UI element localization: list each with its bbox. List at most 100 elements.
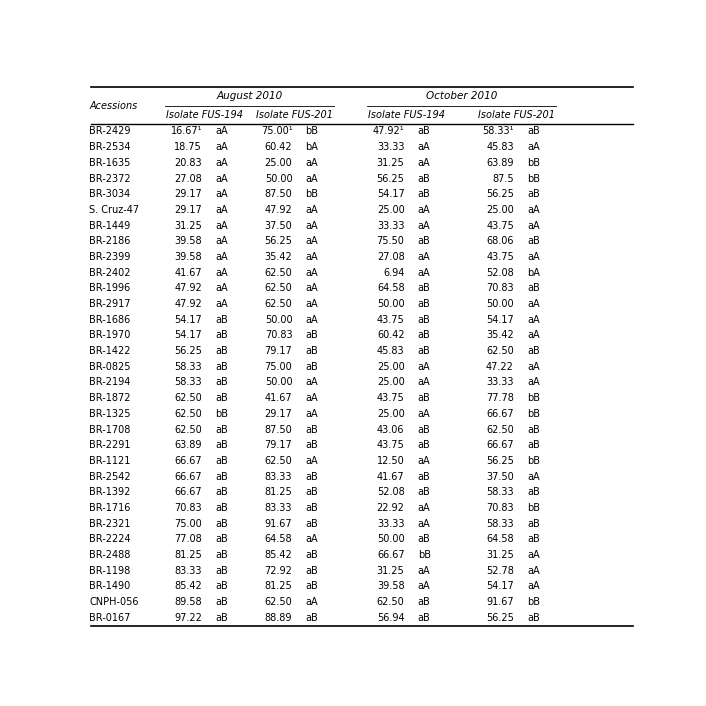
Text: bB: bB — [306, 126, 318, 136]
Text: aA: aA — [306, 393, 318, 403]
Text: aB: aB — [418, 534, 431, 544]
Text: 25.00: 25.00 — [377, 205, 405, 215]
Text: 70.83: 70.83 — [486, 283, 514, 294]
Text: aA: aA — [527, 550, 539, 560]
Text: aA: aA — [418, 456, 430, 466]
Text: aB: aB — [306, 361, 318, 372]
Text: BR-2194: BR-2194 — [90, 378, 131, 388]
Text: 79.17: 79.17 — [265, 346, 292, 356]
Text: aA: aA — [527, 330, 539, 340]
Text: aB: aB — [527, 519, 540, 529]
Text: aA: aA — [306, 378, 318, 388]
Text: aA: aA — [306, 252, 318, 262]
Text: 66.67: 66.67 — [486, 441, 514, 450]
Text: 68.06: 68.06 — [486, 237, 514, 246]
Text: 85.42: 85.42 — [265, 550, 292, 560]
Text: aA: aA — [527, 378, 539, 388]
Text: 50.00: 50.00 — [265, 378, 292, 388]
Text: 54.17: 54.17 — [486, 315, 514, 325]
Text: 41.67: 41.67 — [377, 472, 405, 481]
Text: Isolate FUS-201: Isolate FUS-201 — [256, 109, 333, 119]
Text: aB: aB — [215, 550, 228, 560]
Text: 81.25: 81.25 — [265, 487, 292, 497]
Text: aA: aA — [418, 409, 430, 419]
Text: 18.75: 18.75 — [174, 142, 202, 152]
Text: aB: aB — [215, 424, 228, 434]
Text: BR-1635: BR-1635 — [90, 158, 131, 168]
Text: aB: aB — [418, 472, 431, 481]
Text: bB: bB — [527, 456, 540, 466]
Text: 70.83: 70.83 — [486, 503, 514, 513]
Text: aA: aA — [418, 252, 430, 262]
Text: 58.33¹: 58.33¹ — [482, 126, 514, 136]
Text: aA: aA — [306, 158, 318, 168]
Text: aA: aA — [215, 205, 228, 215]
Text: aB: aB — [306, 566, 318, 575]
Text: BR-2534: BR-2534 — [90, 142, 131, 152]
Text: aB: aB — [418, 597, 431, 607]
Text: aA: aA — [527, 205, 539, 215]
Text: 75.00: 75.00 — [265, 361, 292, 372]
Text: 62.50: 62.50 — [265, 456, 292, 466]
Text: aB: aB — [215, 441, 228, 450]
Text: 43.75: 43.75 — [377, 441, 405, 450]
Text: 56.25: 56.25 — [486, 456, 514, 466]
Text: 27.08: 27.08 — [174, 174, 202, 184]
Text: 52.78: 52.78 — [486, 566, 514, 575]
Text: 56.25: 56.25 — [486, 189, 514, 199]
Text: aA: aA — [215, 252, 228, 262]
Text: bB: bB — [527, 393, 540, 403]
Text: 79.17: 79.17 — [265, 441, 292, 450]
Text: 64.58: 64.58 — [377, 283, 405, 294]
Text: aA: aA — [215, 299, 228, 309]
Text: 52.08: 52.08 — [377, 487, 405, 497]
Text: 50.00: 50.00 — [265, 315, 292, 325]
Text: bB: bB — [306, 189, 318, 199]
Text: aB: aB — [215, 346, 228, 356]
Text: aA: aA — [418, 519, 430, 529]
Text: aA: aA — [306, 174, 318, 184]
Text: BR-2402: BR-2402 — [90, 268, 131, 277]
Text: aB: aB — [306, 424, 318, 434]
Text: aB: aB — [215, 472, 228, 481]
Text: 81.25: 81.25 — [174, 550, 202, 560]
Text: aB: aB — [215, 330, 228, 340]
Text: 43.06: 43.06 — [377, 424, 405, 434]
Text: aB: aB — [306, 472, 318, 481]
Text: 62.50: 62.50 — [174, 393, 202, 403]
Text: 63.89: 63.89 — [174, 441, 202, 450]
Text: 29.17: 29.17 — [174, 205, 202, 215]
Text: aA: aA — [418, 205, 430, 215]
Text: aB: aB — [306, 487, 318, 497]
Text: BR-2321: BR-2321 — [90, 519, 131, 529]
Text: aA: aA — [527, 252, 539, 262]
Text: 25.00: 25.00 — [377, 409, 405, 419]
Text: aB: aB — [306, 550, 318, 560]
Text: BR-1490: BR-1490 — [90, 582, 131, 592]
Text: aB: aB — [527, 346, 540, 356]
Text: 54.17: 54.17 — [486, 582, 514, 592]
Text: aA: aA — [527, 220, 539, 231]
Text: 70.83: 70.83 — [265, 330, 292, 340]
Text: aB: aB — [418, 189, 431, 199]
Text: 47.92¹: 47.92¹ — [373, 126, 405, 136]
Text: aA: aA — [418, 378, 430, 388]
Text: Isolate FUS-194: Isolate FUS-194 — [166, 109, 243, 119]
Text: 22.92: 22.92 — [376, 503, 405, 513]
Text: aB: aB — [215, 503, 228, 513]
Text: 58.33: 58.33 — [174, 361, 202, 372]
Text: aA: aA — [418, 268, 430, 277]
Text: 25.00: 25.00 — [377, 378, 405, 388]
Text: 43.75: 43.75 — [486, 220, 514, 231]
Text: aA: aA — [527, 361, 539, 372]
Text: aA: aA — [306, 597, 318, 607]
Text: aB: aB — [527, 237, 540, 246]
Text: 35.42: 35.42 — [265, 252, 292, 262]
Text: aA: aA — [215, 237, 228, 246]
Text: BR-2186: BR-2186 — [90, 237, 131, 246]
Text: 56.25: 56.25 — [486, 613, 514, 623]
Text: BR-1121: BR-1121 — [90, 456, 131, 466]
Text: BR-1872: BR-1872 — [90, 393, 131, 403]
Text: aB: aB — [418, 330, 431, 340]
Text: bB: bB — [215, 409, 228, 419]
